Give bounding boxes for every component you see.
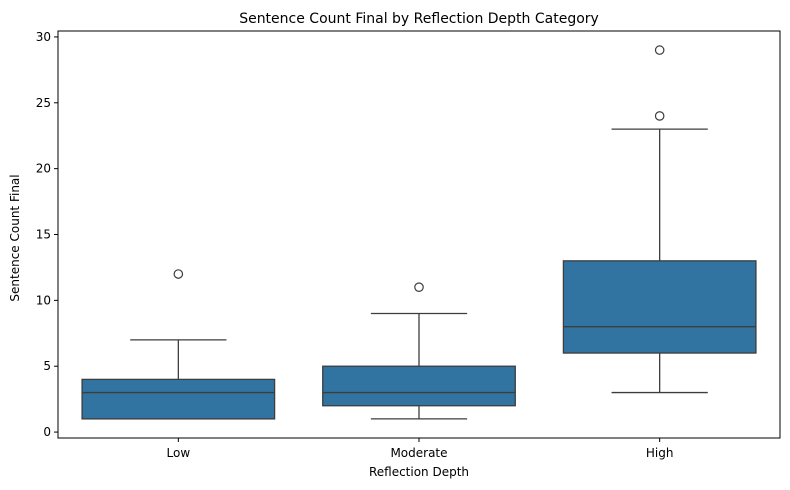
y-tick-label: 0 (43, 425, 51, 439)
axes-frame (57, 30, 781, 439)
x-tick-label: Moderate (390, 446, 447, 460)
chart-title: Sentence Count Final by Reflection Depth… (239, 11, 599, 27)
x-tick-label: Low (167, 446, 191, 460)
y-tick-label: 30 (36, 30, 51, 44)
y-tick-label: 10 (36, 293, 51, 307)
outlier-point (173, 269, 184, 279)
box-moderate (322, 365, 516, 407)
y-tick-label: 5 (43, 359, 51, 373)
outlier-point (414, 282, 424, 292)
outlier-point (654, 45, 665, 55)
plot-area: 0 5 10 15 20 25 30 Low Moderate High (36, 30, 781, 460)
y-tick-label: 25 (36, 96, 51, 110)
box-low (81, 378, 276, 420)
x-tick-label: High (646, 446, 674, 460)
x-axis-label: Reflection Depth (369, 465, 469, 479)
box-high (562, 260, 757, 354)
y-axis-label: Sentence Count Final (8, 174, 22, 301)
y-tick-label: 20 (36, 162, 51, 176)
outlier-point (654, 111, 665, 121)
y-tick-label: 15 (36, 228, 51, 242)
